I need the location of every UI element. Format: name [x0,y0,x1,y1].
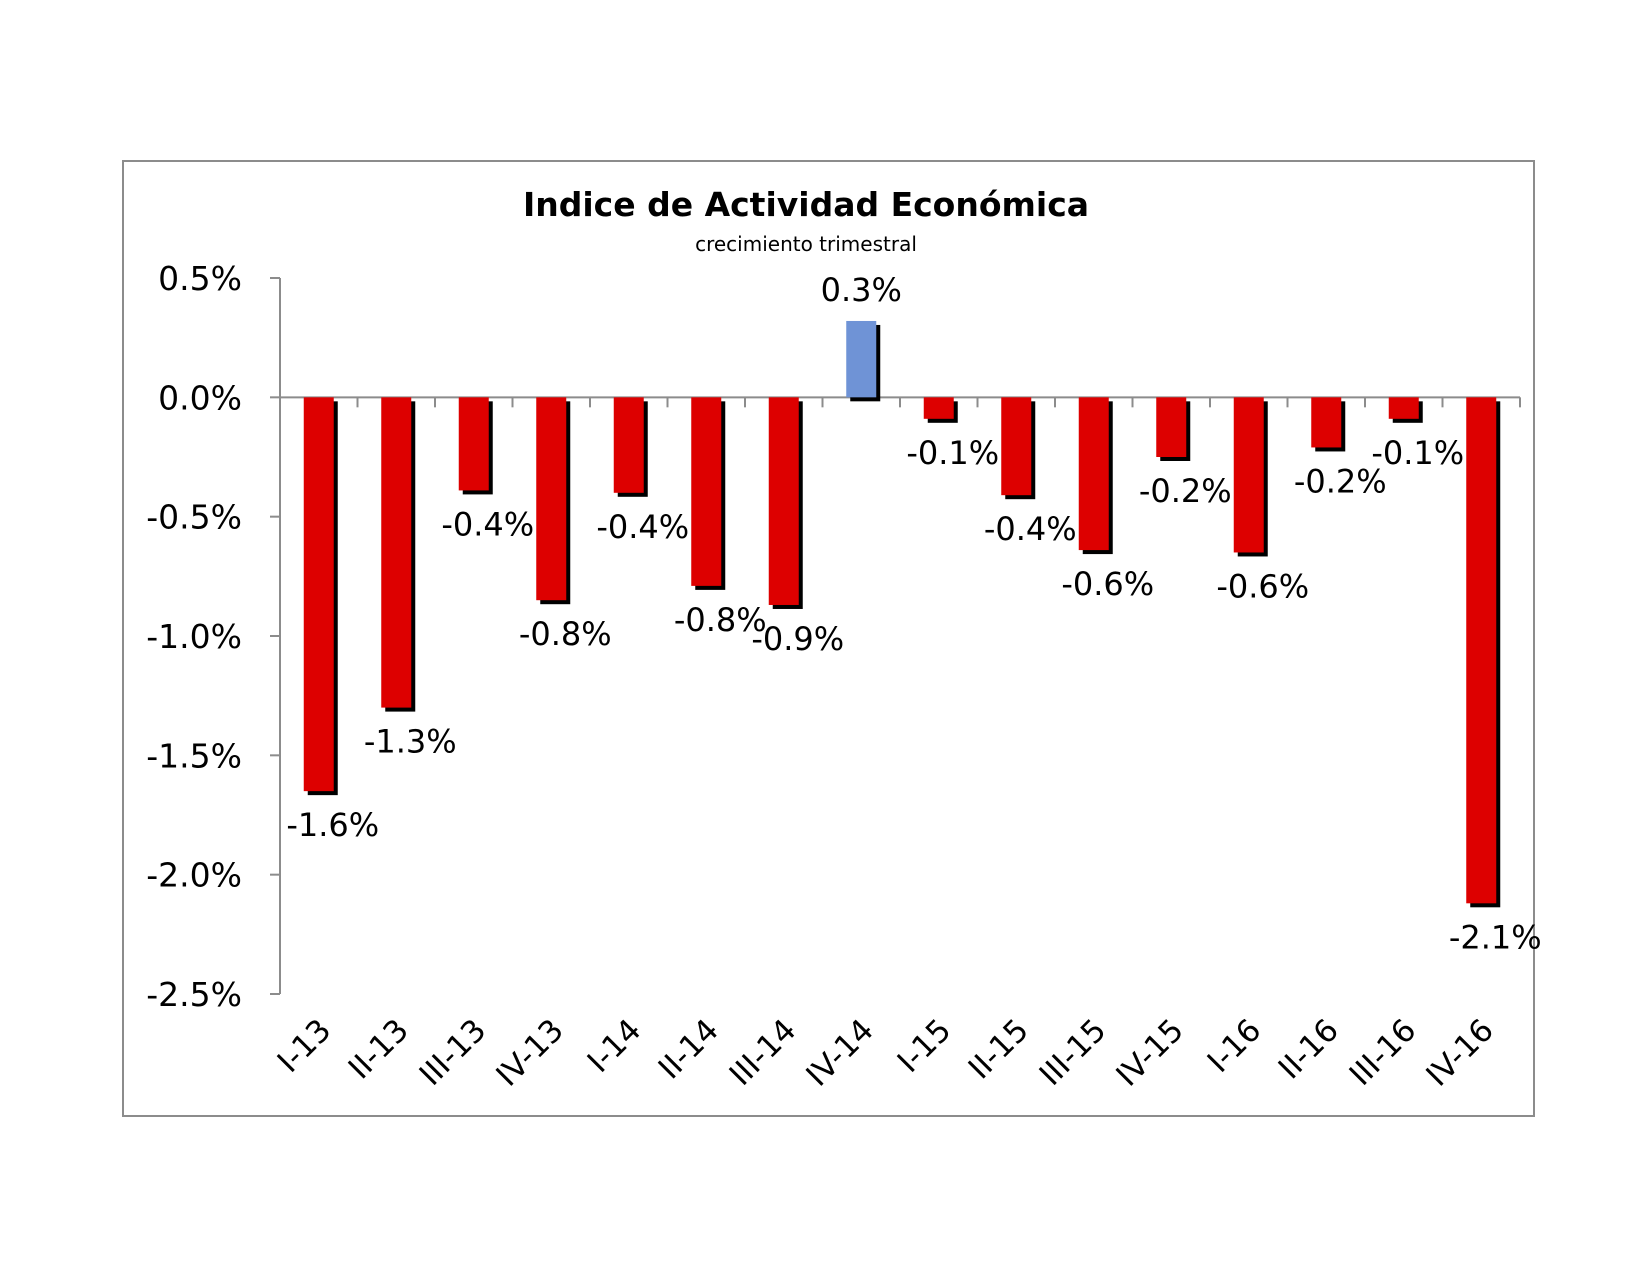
x-category-label: IV-14 [799,1012,880,1093]
x-category-label: II-13 [342,1012,416,1086]
data-label: -0.2% [1294,462,1387,500]
data-label: -0.8% [519,615,612,653]
bar-iv-15 [1156,397,1187,457]
y-tick-label: -1.0% [146,617,242,656]
bar-iv-13 [536,397,567,601]
bar-iii-16 [1388,397,1419,419]
x-category-label: I-15 [891,1012,959,1080]
x-category-label: III-13 [413,1012,494,1093]
data-label: -0.2% [1139,472,1232,510]
data-label: -0.8% [674,601,767,639]
y-tick-label: -1.5% [146,736,242,775]
data-label: -2.1% [1449,918,1542,956]
chart-title: Indice de Actividad Económica [523,185,1089,224]
data-label: -0.1% [906,434,999,472]
y-tick-label: -2.0% [146,856,242,895]
bar-iii-13 [458,397,489,491]
x-category-label: I-13 [271,1012,339,1080]
x-category-label: III-15 [1033,1012,1114,1093]
data-label: -0.6% [1216,567,1309,605]
x-category-label: II-16 [1272,1012,1346,1086]
bar-i-13 [303,397,334,792]
bar-ii-15 [1001,397,1032,496]
data-label: -0.4% [984,510,1077,548]
data-label: -0.1% [1371,434,1464,472]
x-category-label: II-14 [652,1012,726,1086]
y-tick-label: 0.0% [158,378,242,417]
data-label: -1.3% [364,723,457,761]
bar-iv-16 [1466,397,1497,904]
bar-iv-14 [846,320,877,398]
bar-ii-16 [1311,397,1342,448]
bar-i-14 [613,397,644,493]
data-label: -0.4% [596,508,689,546]
y-tick-label: -2.5% [146,975,242,1014]
chart-frame [122,160,1535,1117]
x-category-label: IV-16 [1419,1012,1500,1093]
x-category-label: I-16 [1201,1012,1269,1080]
x-category-label: II-15 [962,1012,1036,1086]
bars [303,320,1501,908]
data-label: 0.3% [821,271,902,309]
axes: 0.5%0.0%-0.5%-1.0%-1.5%-2.0%-2.5%I-13 II-… [146,259,1521,1094]
x-category-label: IV-15 [1109,1012,1190,1093]
bar-ii-13 [381,397,412,708]
data-labels: -1.6%-1.3%-0.4%-0.8%-0.4%-0.8%-0.9%0.3%-… [286,271,1541,956]
bar-iii-14 [768,397,799,605]
y-tick-label: 0.5% [158,259,242,298]
data-label: -1.6% [286,806,379,844]
bar-i-15 [923,397,954,419]
data-label: -0.9% [751,620,844,658]
bar-iii-15 [1078,397,1109,551]
y-tick-label: -0.5% [146,498,242,537]
bar-ii-14 [691,397,722,586]
x-category-label: I-14 [581,1012,649,1080]
data-label: -0.4% [441,505,534,543]
chart-subtitle: crecimiento trimestral [695,232,917,256]
x-category-label: III-14 [723,1012,804,1093]
data-label: -0.6% [1061,565,1154,603]
x-category-label: III-16 [1343,1012,1424,1093]
x-category-label: IV-13 [489,1012,570,1093]
bar-i-16 [1233,397,1264,553]
